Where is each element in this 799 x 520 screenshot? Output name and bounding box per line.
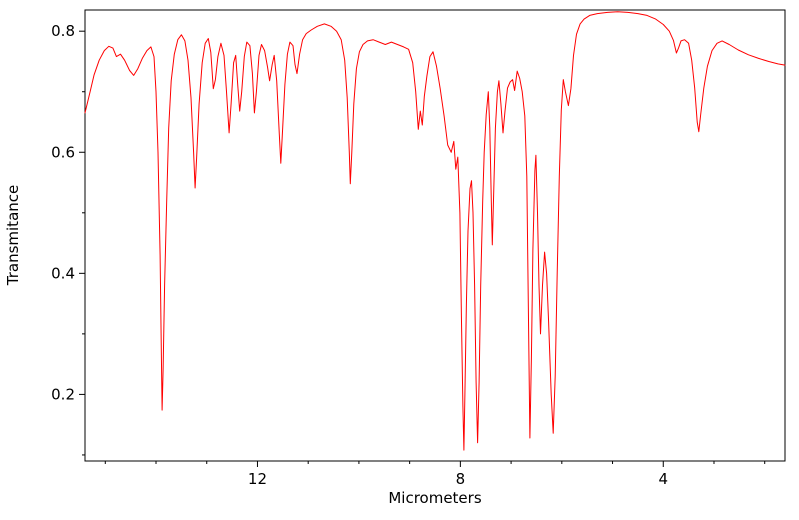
x-tick-label: 4 (658, 470, 668, 488)
plot-border (84, 9, 786, 462)
x-axis-label: Micrometers (388, 489, 481, 507)
y-axis-label: Transmitance (4, 185, 22, 286)
y-tick-label: 0.8 (51, 22, 75, 40)
x-tick-label: 8 (456, 470, 466, 488)
plot-area: 12 8 4 0.2 0.4 0.6 0.8 (51, 9, 786, 488)
spectrum-line (84, 11, 786, 451)
y-tick-label: 0.4 (51, 264, 75, 282)
y-tick-label: 0.6 (51, 143, 75, 161)
y-tick-label: 0.2 (51, 385, 75, 403)
x-tick-label: 12 (248, 470, 267, 488)
